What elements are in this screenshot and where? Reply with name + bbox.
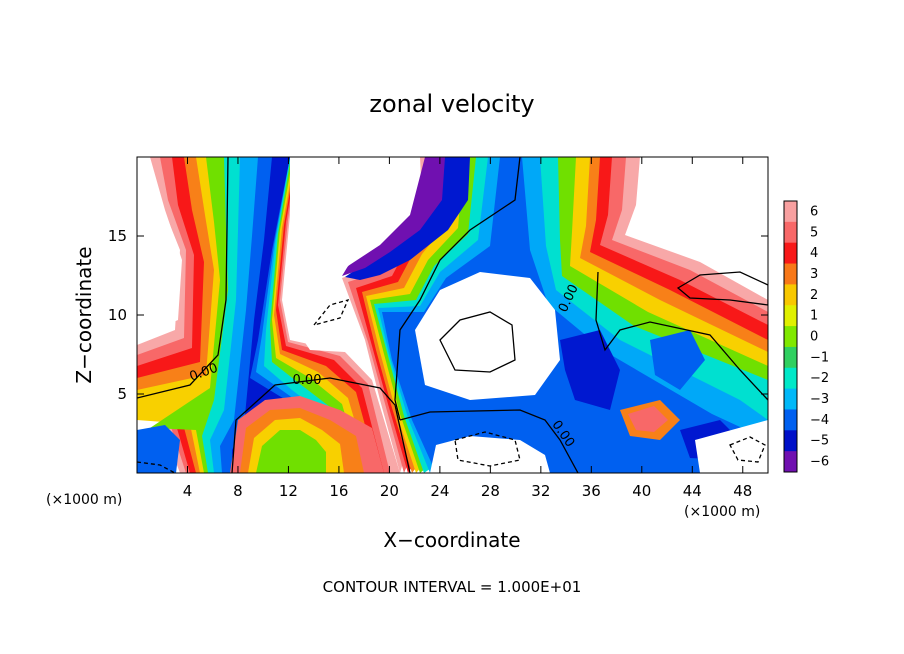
y-axis: 5 10 15 [108, 227, 768, 403]
x-unit-label-right: (×1000 m) [684, 504, 760, 520]
y-axis-label: Z−coordinate [72, 246, 96, 383]
x-tick-label: 8 [233, 482, 243, 500]
y-tick-label: 10 [108, 306, 127, 324]
velocity-band [290, 157, 420, 352]
x-tick-label: 16 [329, 482, 348, 500]
velocity-band [430, 436, 550, 473]
colorbar-swatch [784, 388, 797, 410]
velocity-band [137, 157, 182, 338]
y-tick-label: 5 [117, 385, 127, 403]
x-tick-label: 28 [481, 482, 500, 500]
contour-line [439, 311, 516, 373]
colorbar-swatch [784, 326, 797, 348]
colorbar-label: 5 [810, 225, 818, 240]
contour-line [399, 409, 579, 473]
x-tick-label: 32 [531, 482, 550, 500]
velocity-band [342, 157, 445, 276]
velocity-band [232, 157, 322, 473]
colorbar-label: 3 [810, 267, 818, 282]
chart-title: zonal velocity [369, 90, 534, 118]
contour-line [137, 461, 176, 473]
colorbar-swatch [784, 409, 797, 431]
colorbar-label: −5 [810, 434, 829, 449]
velocity-field [137, 157, 768, 473]
colorbar: 6 5 4 3 2 1 0 −1 −2 −3 −4 −5 −6 [783, 200, 829, 473]
velocity-band [415, 272, 560, 400]
colorbar-label: 6 [810, 204, 818, 219]
colorbar-label: −4 [810, 413, 829, 428]
velocity-band [638, 157, 768, 290]
colorbar-swatch [784, 367, 797, 390]
colorbar-label: −6 [810, 455, 829, 470]
contour-line [394, 157, 521, 421]
velocity-band [256, 430, 326, 473]
colorbar-label: 4 [810, 246, 818, 261]
contour-line [729, 436, 766, 463]
x-tick-label: 44 [683, 482, 702, 500]
colorbar-swatch [784, 221, 797, 244]
x-tick-label: 20 [380, 482, 399, 500]
colorbar-label: −1 [810, 350, 829, 365]
x-axis-label: X−coordinate [383, 528, 520, 552]
x-tick-label: 4 [183, 482, 193, 500]
colorbar-swatch [784, 201, 797, 223]
contour-line [595, 271, 768, 401]
contour-line [312, 299, 350, 327]
colorbar-label: 1 [810, 309, 818, 324]
x-tick-label: 36 [582, 482, 601, 500]
colorbar-label: −2 [810, 371, 829, 386]
contour-lines [137, 157, 768, 473]
contour-interval-note: CONTOUR INTERVAL = 1.000E+01 [323, 578, 582, 596]
colorbar-swatch [784, 242, 797, 265]
contour-line [231, 377, 411, 473]
x-tick-label: 24 [430, 482, 449, 500]
x-axis: 4 8 12 16 20 24 28 32 36 40 44 48 [183, 157, 752, 500]
contour-label: 0.00 [293, 373, 322, 388]
velocity-band [137, 425, 180, 473]
colorbar-label: 2 [810, 288, 818, 303]
colorbar-label: 0 [810, 330, 818, 345]
colorbar-swatch [784, 263, 797, 285]
velocity-band [628, 406, 668, 432]
contour-line [137, 157, 229, 399]
colorbar-swatch [784, 305, 797, 327]
colorbar-swatch [784, 430, 797, 452]
x-tick-label: 48 [733, 482, 752, 500]
colorbar-swatch [784, 451, 797, 473]
contour-line [454, 431, 521, 467]
colorbar-frame [783, 200, 798, 473]
colorbar-swatch [784, 346, 797, 369]
y-tick-label: 15 [108, 227, 127, 245]
x-tick-label: 40 [632, 482, 651, 500]
colorbar-label: −3 [810, 392, 829, 407]
x-tick-label: 12 [279, 482, 298, 500]
velocity-band [650, 330, 705, 390]
x-unit-label-left: (×1000 m) [46, 492, 122, 508]
contour-line [676, 271, 768, 306]
colorbar-swatch [784, 284, 797, 306]
plot-area [137, 157, 768, 473]
